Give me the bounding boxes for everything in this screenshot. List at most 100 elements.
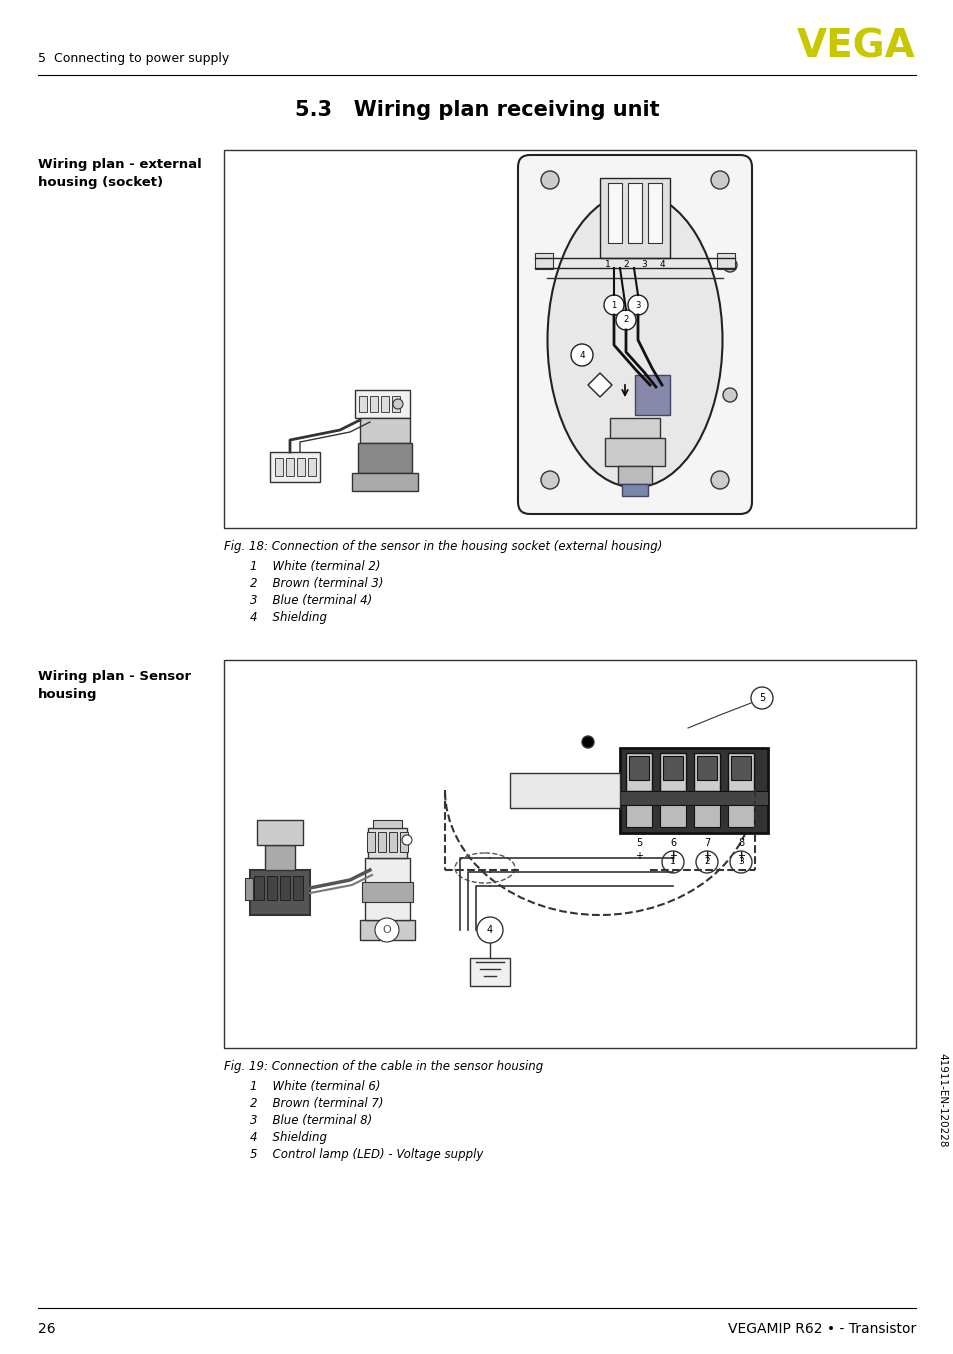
Bar [625, 806, 651, 827]
Text: 3: 3 [738, 857, 743, 867]
Bar [389, 831, 396, 852]
Bar [627, 183, 641, 242]
Bar [368, 829, 407, 858]
Circle shape [661, 852, 683, 873]
Bar [293, 876, 303, 900]
Bar [352, 473, 417, 492]
Bar [355, 390, 410, 418]
Bar [377, 831, 386, 852]
Text: 2    Brown (terminal 3): 2 Brown (terminal 3) [250, 577, 383, 590]
Bar [256, 821, 303, 845]
Text: Wiring plan - external: Wiring plan - external [38, 158, 201, 171]
Text: 1: 1 [604, 260, 610, 269]
Bar [621, 483, 647, 496]
Bar [399, 831, 408, 852]
Circle shape [729, 852, 751, 873]
Text: 4    Shielding: 4 Shielding [250, 1131, 327, 1144]
Text: 5.3   Wiring plan receiving unit: 5.3 Wiring plan receiving unit [294, 100, 659, 121]
Text: 8: 8 [738, 838, 743, 848]
Bar [618, 466, 651, 483]
Bar [367, 831, 375, 852]
Bar [370, 395, 377, 412]
Text: 5  Connecting to power supply: 5 Connecting to power supply [38, 51, 229, 65]
Bar [296, 458, 305, 477]
Bar [286, 458, 294, 477]
Text: 5: 5 [758, 693, 764, 703]
Bar [659, 806, 685, 827]
Text: 3: 3 [640, 260, 646, 269]
Text: 2: 2 [622, 260, 628, 269]
Bar [659, 753, 685, 791]
Text: +: + [737, 852, 744, 861]
Text: housing (socket): housing (socket) [38, 176, 163, 190]
Circle shape [722, 389, 737, 402]
Bar [224, 150, 915, 528]
Bar [245, 877, 253, 900]
Bar [274, 458, 283, 477]
Bar [609, 418, 659, 437]
Bar [250, 871, 310, 915]
Bar [358, 395, 367, 412]
Text: 3    Blue (terminal 4): 3 Blue (terminal 4) [250, 594, 372, 607]
Bar [604, 437, 664, 466]
Bar [535, 253, 553, 269]
Ellipse shape [547, 192, 721, 487]
Bar [361, 881, 413, 902]
Bar [727, 753, 753, 791]
Text: Fig. 19: Connection of the cable in the sensor housing: Fig. 19: Connection of the cable in the … [224, 1060, 542, 1072]
Text: 4    Shielding: 4 Shielding [250, 611, 327, 624]
Bar [730, 756, 750, 780]
Text: 3: 3 [635, 301, 640, 310]
Text: VEGAMIP R62 • - Transistor: VEGAMIP R62 • - Transistor [727, 1322, 915, 1336]
Bar [599, 177, 669, 259]
Circle shape [581, 737, 594, 747]
Bar [224, 659, 915, 1048]
Bar [267, 876, 276, 900]
Bar [607, 183, 621, 242]
Bar [727, 806, 753, 827]
Bar [392, 395, 399, 412]
Text: 4: 4 [578, 351, 584, 360]
Text: 6: 6 [669, 838, 676, 848]
Text: 1: 1 [611, 301, 616, 310]
Bar [380, 395, 389, 412]
Bar [280, 876, 290, 900]
Bar [357, 443, 412, 473]
Bar [693, 753, 720, 791]
Bar [373, 821, 401, 829]
Text: 41911-EN-120228: 41911-EN-120228 [936, 1053, 946, 1147]
Circle shape [571, 344, 593, 366]
Bar [619, 791, 767, 806]
Bar [253, 876, 264, 900]
Bar [265, 845, 294, 871]
Text: 1    White (terminal 6): 1 White (terminal 6) [250, 1080, 380, 1093]
Text: Wiring plan - Sensor: Wiring plan - Sensor [38, 670, 191, 682]
Circle shape [627, 295, 647, 315]
Circle shape [750, 686, 772, 709]
Text: 4: 4 [486, 925, 493, 936]
Bar [619, 747, 767, 833]
Circle shape [375, 918, 398, 942]
Bar [697, 756, 717, 780]
FancyBboxPatch shape [517, 154, 751, 515]
Polygon shape [587, 372, 612, 397]
Bar [625, 753, 651, 791]
Bar [647, 183, 661, 242]
Circle shape [540, 171, 558, 190]
Text: 3    Blue (terminal 8): 3 Blue (terminal 8) [250, 1114, 372, 1127]
Circle shape [710, 171, 728, 190]
Text: O: O [382, 925, 391, 936]
Text: 2: 2 [703, 857, 709, 867]
Circle shape [476, 917, 502, 942]
Text: +: + [635, 852, 642, 861]
Bar [717, 253, 734, 269]
Bar [510, 773, 619, 808]
Text: 26: 26 [38, 1322, 55, 1336]
Text: 2    Brown (terminal 7): 2 Brown (terminal 7) [250, 1097, 383, 1110]
Bar [365, 858, 410, 919]
Circle shape [616, 310, 636, 330]
Text: +: + [668, 852, 677, 861]
Text: 5: 5 [636, 838, 641, 848]
Bar [270, 452, 319, 482]
Text: 5    Control lamp (LED) - Voltage supply: 5 Control lamp (LED) - Voltage supply [250, 1148, 483, 1160]
